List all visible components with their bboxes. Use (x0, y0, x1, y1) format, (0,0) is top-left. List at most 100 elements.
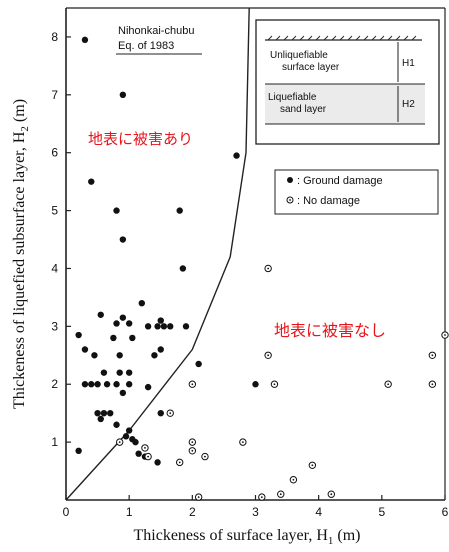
no-damage-point-center (118, 441, 121, 444)
chart-subtitle: Eq. of 1983 (118, 40, 174, 52)
ground-damage-point (116, 369, 123, 376)
inset-frame (255, 19, 440, 145)
ground-damage-point (135, 450, 142, 457)
no-damage-point-center (260, 496, 263, 499)
y-tick-label: 3 (51, 319, 58, 333)
ground-damage-point (103, 381, 111, 388)
no-damage-point-center (431, 383, 434, 386)
ground-damage-point (113, 421, 120, 428)
y-tick-label: 5 (51, 204, 58, 218)
ground-damage-point (157, 409, 164, 417)
y-tick-label: 8 (51, 30, 58, 44)
inset-upper-label-2: surface layer (282, 62, 340, 73)
x-tick-label: 6 (442, 505, 449, 519)
ground-damage-point (107, 409, 114, 417)
ground-damage-point (157, 346, 164, 353)
ground-damage-point (157, 317, 164, 324)
x-axis-label-unit: (m) (337, 527, 360, 544)
y-tick-label: 7 (51, 88, 58, 102)
ground-damage-point (160, 323, 168, 330)
ground-damage-point (100, 369, 108, 376)
y-tick-label: 2 (51, 377, 58, 391)
title-block: Nihonkai-chubu Eq. of 1983 (116, 25, 202, 55)
no-damage-point-center (279, 493, 282, 496)
y-axis-label-subscript: 2 (19, 126, 31, 132)
inset-upper-label-1: Unliquefiable (270, 50, 328, 61)
ground-damage-point (75, 447, 82, 454)
ground-damage-point (125, 369, 133, 376)
inset-h2-symbol: H2 (402, 99, 415, 110)
no-damage-point-center (431, 354, 434, 357)
ground-damage-point (119, 236, 127, 243)
no-damage-point-center (267, 354, 270, 357)
ground-damage-point (88, 178, 95, 185)
ground-damage-point (113, 381, 120, 388)
ground-damage-point (182, 323, 190, 330)
y-axis-label-unit: (m) (11, 99, 28, 122)
ground-damage-point (94, 409, 101, 417)
ground-damage-point (81, 36, 89, 44)
legend-ground-damage-label: : Ground damage (297, 175, 383, 187)
no-damage-point-center (273, 383, 276, 386)
boundary-curve-layer (65, 7, 250, 501)
ground-damage-point (151, 352, 158, 359)
x-tick-label: 0 (63, 505, 70, 519)
ground-damage-point (81, 346, 89, 353)
x-axis-label: Thickeness of surface layer, H1 (m) (134, 527, 361, 547)
ground-damage-point (144, 323, 152, 330)
y-tick-label: 6 (51, 146, 58, 160)
no-damage-point-center (267, 267, 270, 270)
ground-damage-point (179, 265, 187, 272)
no-damage-point-center (191, 449, 194, 452)
legend-no-damage-marker-center (289, 199, 291, 201)
no-damage-point-center (444, 334, 446, 336)
ground-damage-point (113, 320, 120, 327)
ground-damage-point (97, 311, 104, 318)
data-points-layer (75, 36, 449, 501)
legend: : Ground damage : No damage (274, 169, 439, 215)
ground-damage-point (116, 352, 123, 359)
no-damage-point-center (311, 464, 314, 467)
no-damage-point-center (241, 441, 244, 444)
inset-h1-symbol: H1 (402, 58, 415, 69)
x-axis-label-text: Thickeness of surface layer, H (134, 527, 329, 544)
no-damage-region-annotation: 地表に被害なし (274, 321, 386, 340)
ground-damage-point (132, 438, 139, 446)
x-axis-label-subscript: 1 (328, 535, 334, 547)
ground-damage-point (144, 383, 152, 391)
ground-damage-point (97, 415, 104, 423)
ground-damage-point (75, 331, 82, 339)
damage-region-annotation: 地表に被害あり (88, 130, 193, 148)
y-axis-label-text: Thickeness of liquefied subsurface layer… (11, 131, 28, 409)
ground-damage-point (125, 427, 133, 434)
ground-damage-point (233, 152, 240, 159)
no-damage-point-center (191, 383, 194, 386)
no-damage-point-center (204, 455, 206, 458)
x-tick-label: 5 (378, 505, 385, 519)
legend-frame (274, 169, 439, 215)
inset-lower-label-1: Liquefiable (268, 92, 317, 103)
ground-damage-point (129, 334, 136, 342)
x-tick-label: 4 (315, 505, 322, 519)
legend-ground-damage-marker (287, 177, 293, 183)
ground-damage-point (110, 334, 117, 342)
y-tick-label: 4 (51, 261, 58, 275)
ground-damage-point (125, 381, 133, 388)
no-damage-point-center (292, 478, 295, 481)
ground-damage-point (91, 352, 98, 359)
ground-damage-point (167, 323, 174, 330)
ground-damage-point (119, 314, 127, 321)
x-tick-label: 1 (126, 505, 133, 519)
boundary-curve (65, 7, 250, 501)
ground-damage-point (81, 381, 89, 388)
ground-damage-point (113, 207, 120, 214)
ground-damage-point (100, 409, 108, 417)
ground-damage-point (195, 360, 202, 368)
ground-damage-point (88, 381, 95, 388)
y-tick-label: 1 (51, 435, 58, 449)
ground-damage-point (125, 320, 133, 327)
ground-damage-point (176, 207, 183, 214)
no-damage-point-center (178, 461, 181, 464)
ground-damage-point (138, 300, 145, 307)
